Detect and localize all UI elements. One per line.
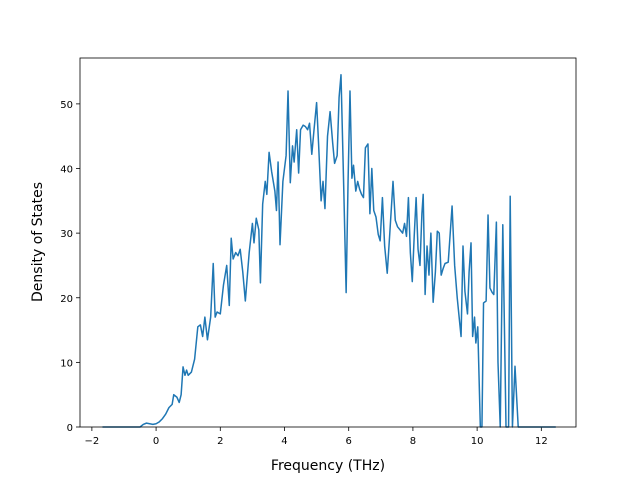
y-tick-label: 30 — [60, 229, 73, 240]
plot-frame — [79, 57, 577, 428]
x-axis-label: Frequency (THz) — [271, 458, 385, 474]
x-tick-label: 6 — [346, 436, 352, 447]
x-tick-label: 12 — [535, 436, 548, 447]
y-tick-label: 40 — [60, 165, 73, 176]
y-tick-label: 50 — [60, 100, 73, 111]
x-tick-label: 2 — [217, 436, 223, 447]
x-tick-label: 8 — [410, 436, 416, 447]
y-axis-label: Density of States — [30, 182, 46, 302]
line — [102, 74, 556, 428]
y-tick-label: 20 — [60, 294, 73, 305]
x-tick-label: 10 — [471, 436, 484, 447]
x-tick-label: −2 — [85, 436, 100, 447]
y-tick-label: 10 — [60, 358, 73, 369]
x-tick-label: 0 — [153, 436, 159, 447]
x-tick-label: 4 — [281, 436, 287, 447]
y-tick-label: 0 — [67, 423, 73, 434]
